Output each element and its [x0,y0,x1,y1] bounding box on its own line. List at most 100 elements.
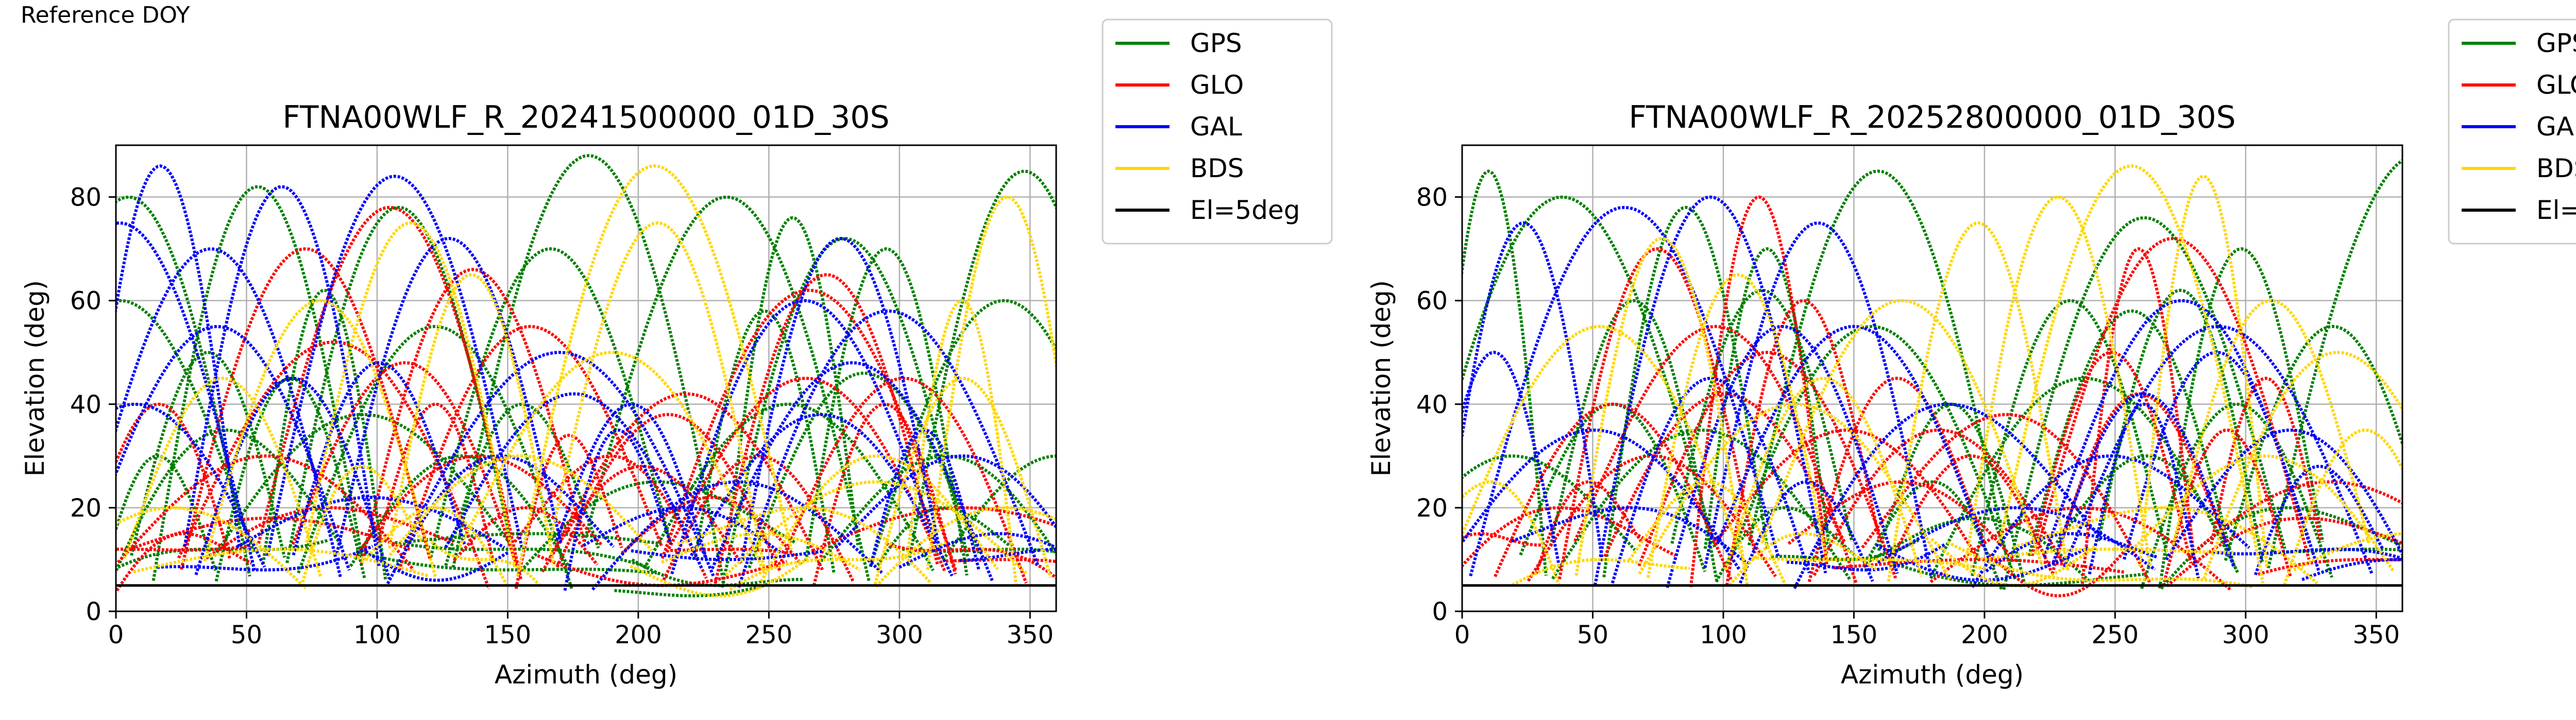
satellite-track [1494,402,1733,580]
satellite-track [214,376,367,582]
satellite-track [2301,558,2402,581]
y-tick-label: 0 [86,597,101,626]
satellite-track [1988,545,2130,597]
satellite-track [116,195,251,577]
satellite-track [179,247,432,570]
satellite-track [1534,480,1643,575]
satellite-track [1646,273,1829,578]
satellite-track [1638,402,1952,580]
satellite-track [297,324,574,590]
satellite-track [365,550,509,582]
satellite-track [563,428,673,591]
satellite-track [133,547,429,577]
satellite-track [116,164,241,548]
satellite-track [665,376,947,573]
satellite-track [1793,402,2103,589]
satellite-track [906,299,1018,586]
satellite-track [235,495,505,549]
satellite-track [2088,402,2200,579]
satellite-track [116,299,256,553]
satellite-track [1725,299,1882,586]
satellite-track [2138,175,2268,568]
legend-label: GPS [1190,28,1242,58]
satellite-track [541,465,743,573]
satellite-track [1861,413,2152,585]
satellite-track [1511,558,1690,587]
satellite-track [1946,540,2253,589]
satellite-track [514,434,623,589]
satellite-track [2140,402,2334,589]
satellite-track [360,506,510,588]
satellite-track [257,205,523,580]
satellite-track [291,361,519,568]
satellite-track [2160,506,2402,590]
x-tick-label: 150 [1831,621,1878,649]
satellite-track [945,558,1056,563]
satellite-track [2212,547,2402,560]
axes-frame [1461,144,2403,612]
satellite-track [1666,324,1899,588]
satellite-track [397,324,663,571]
satellite-track [885,542,1056,580]
chart-panel-1: 0 50 100 150 200 250 300 350 0 20 40 60 80 FTNA00WLF_… [20,19,1333,690]
legend-label: El=5deg [2536,195,2576,225]
satellite-track [1462,169,1548,576]
satellite-track [444,402,600,567]
satellite-track [458,351,767,575]
satellite-track [2036,236,2311,560]
y-tick-label: 60 [70,287,101,316]
satellite-track [285,205,512,563]
satellite-track [2062,324,2374,575]
satellite-track [687,413,954,577]
legend: GPS GLO GAL BDS El=5deg [1101,19,1333,245]
satellite-track [360,268,586,564]
satellite-track [660,288,957,571]
satellite-track [642,402,935,572]
satellite-track [1637,351,1897,579]
satellite-track [2050,392,2228,575]
figure-suptitle: Reference DOY [21,2,190,28]
satellite-track [130,351,286,558]
satellite-track [261,288,387,581]
satellite-track [404,351,715,577]
satellite-track [1723,376,1923,577]
satellite-track [266,175,524,556]
satellite-track [1689,195,1829,588]
satellite-track [404,532,662,545]
satellite-track [1728,532,1877,587]
satellite-track [1511,506,1748,565]
satellite-track [151,185,364,581]
satellite-track [2134,454,2395,572]
y-axis-label: Elevation (deg) [20,280,50,476]
chart-title: FTNA00WLF_R_20241500000_01D_30S [282,99,889,135]
satellite-track [1462,351,1561,567]
satellite-track [2283,428,2402,586]
satellite-track [2055,454,2238,571]
plot-area [1462,159,2402,597]
x-tick-label: 200 [615,621,662,649]
satellite-track [620,495,803,565]
satellite-track [737,309,1040,588]
series-BDS [1462,164,2402,589]
satellite-track [1760,299,2044,566]
x-tick-label: 350 [1006,621,1054,649]
satellite-track [1834,558,2125,574]
satellite-track [2224,324,2402,561]
satellite-track [2162,428,2292,587]
satellite-track [1929,506,2231,591]
chart-title: FTNA00WLF_R_20252800000_01D_30S [1629,99,2235,135]
series-GLO [116,205,1056,592]
series-BDS [116,164,1056,597]
series-GAL [1462,195,2402,589]
satellite-track [1738,480,1874,584]
satellite-track [875,506,1056,588]
satellite-track [2210,376,2323,545]
satellite-track [517,480,797,575]
satellite-track [1752,556,1987,571]
satellite-track [1807,376,1986,582]
satellite-track [729,541,947,591]
satellite-track [513,454,708,579]
satellite-track [740,236,941,560]
x-tick-label: 250 [745,621,793,649]
x-tick-label: 0 [1454,621,1470,649]
